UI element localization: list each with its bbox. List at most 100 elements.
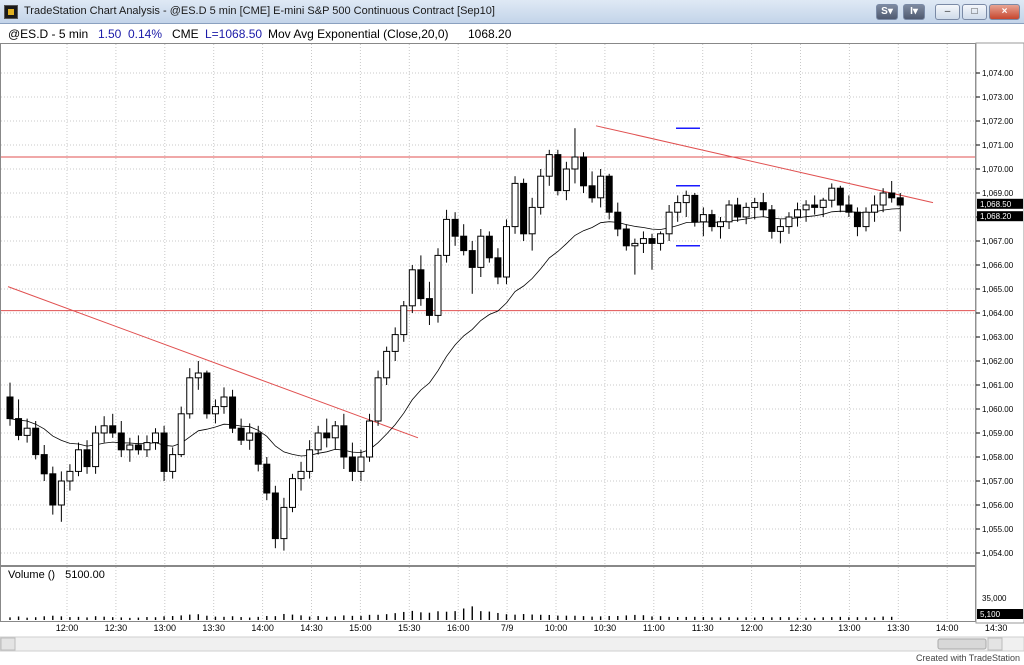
candle — [160, 432, 168, 472]
volume-bars — [9, 606, 893, 620]
price-tick-label: 1,060.00 — [982, 405, 1014, 414]
candle — [83, 449, 91, 468]
downtrend-line-1 — [7, 286, 419, 439]
volume-label: Volume () 5100.00 — [8, 569, 105, 581]
candle — [460, 235, 468, 252]
price-tick-label: 1,067.00 — [982, 237, 1014, 246]
candle — [494, 257, 502, 278]
candle — [169, 454, 177, 472]
price-tick-label: 1,073.00 — [982, 93, 1014, 102]
candles — [6, 128, 904, 551]
time-tick-label: 10:00 — [545, 623, 568, 633]
candle — [751, 202, 759, 208]
last-price-badge: 1,068.50 — [980, 200, 1012, 209]
candle — [331, 425, 339, 439]
price-tick-label: 1,064.00 — [982, 309, 1014, 318]
candle — [759, 202, 767, 211]
s-menu-button[interactable]: S▾ — [876, 4, 898, 20]
time-tick-label: 14:00 — [251, 623, 274, 633]
candle — [100, 425, 108, 434]
candle — [374, 377, 382, 422]
downtrend-line-2 — [595, 125, 934, 204]
horizontal-scrollbar — [0, 636, 1024, 652]
ma-value-badge: 1,068.20 — [980, 212, 1012, 221]
candle — [143, 442, 151, 451]
price-tick-label: 1,072.00 — [982, 117, 1014, 126]
pct-change: 0.14% — [128, 27, 163, 41]
time-tick-label: 13:30 — [202, 623, 225, 633]
candle — [537, 175, 545, 208]
i-menu-button[interactable]: I▾ — [903, 4, 925, 20]
candle — [306, 449, 314, 472]
candle — [639, 238, 647, 244]
candle — [502, 226, 510, 278]
candle — [92, 432, 100, 468]
candle — [819, 199, 827, 208]
time-tick-label: 15:00 — [349, 623, 372, 633]
price-grid — [1, 72, 975, 554]
candle — [554, 154, 562, 192]
candle — [246, 432, 254, 441]
last-price-badge-bg — [977, 198, 1023, 209]
time-tick-label: 14:30 — [985, 623, 1008, 633]
candle — [477, 235, 485, 268]
candle — [23, 427, 31, 436]
price-tick-label: 1,066.00 — [982, 261, 1014, 270]
candle — [280, 506, 288, 540]
scroll-right-button — [987, 637, 1003, 651]
candle — [15, 418, 23, 436]
time-tick-label: 12:00 — [56, 623, 79, 633]
price-tick-label: 1,056.00 — [982, 501, 1014, 510]
time-tick-label: 10:30 — [594, 623, 617, 633]
candle — [468, 250, 476, 268]
candle — [297, 470, 305, 480]
price-tick-label: 1,074.00 — [982, 69, 1014, 78]
candle — [802, 204, 810, 211]
time-tick-label: 15:30 — [398, 623, 421, 633]
candle — [811, 204, 819, 208]
symbol-label: @ES.D - 5 min — [8, 27, 89, 41]
indicator-value: 1068.20 — [468, 27, 512, 41]
close-button[interactable]: × — [989, 4, 1020, 20]
candle — [263, 463, 271, 494]
candle — [674, 202, 682, 213]
price-tick-label: 1,071.00 — [982, 141, 1014, 150]
time-tick-label: 12:30 — [789, 623, 812, 633]
candle — [528, 206, 536, 235]
app-icon — [4, 5, 18, 19]
candle — [434, 254, 442, 316]
axes: 1,054.00 1,055.00 1,056.00 1,057.00 1,058.00… — [0, 42, 1024, 652]
candle — [708, 214, 716, 228]
price-tick-label: 1,063.00 — [982, 333, 1014, 342]
footer-credit: Created with TradeStation — [915, 653, 1020, 663]
price-tick-label: 1,059.00 — [982, 429, 1014, 438]
price-tick-label: 1,054.00 — [982, 549, 1014, 558]
candle — [400, 305, 408, 336]
net-change: 1.50 — [98, 27, 122, 41]
status-line: @ES.D - 5 min 1.50 0.14% CME L=1068.50 M… — [0, 24, 976, 43]
price-axis — [975, 42, 1024, 624]
candle — [742, 206, 750, 218]
title-bar: TradeStation Chart Analysis - @ES.D 5 mi… — [0, 0, 1024, 24]
exchange-label: CME — [172, 27, 199, 41]
candle — [237, 427, 245, 441]
candle — [605, 175, 613, 213]
candle — [348, 456, 356, 472]
time-tick-label: 11:30 — [692, 623, 714, 633]
candle — [109, 425, 117, 434]
time-tick-label: 14:30 — [300, 623, 323, 633]
maximize-button[interactable]: □ — [962, 4, 987, 20]
volume-axis-label: 35,000 — [982, 594, 1007, 603]
candle — [408, 269, 416, 307]
candle — [716, 221, 724, 228]
price-tick-label: 1,061.00 — [982, 381, 1014, 390]
time-tick-label: 16:00 — [447, 623, 470, 633]
candle — [562, 168, 570, 192]
minimize-button[interactable]: – — [935, 4, 960, 20]
candle — [288, 478, 296, 508]
price-tick-label: 1,069.00 — [982, 189, 1014, 198]
time-tick-label: 11:00 — [643, 623, 665, 633]
candle — [853, 211, 861, 228]
ema-line — [9, 208, 901, 457]
